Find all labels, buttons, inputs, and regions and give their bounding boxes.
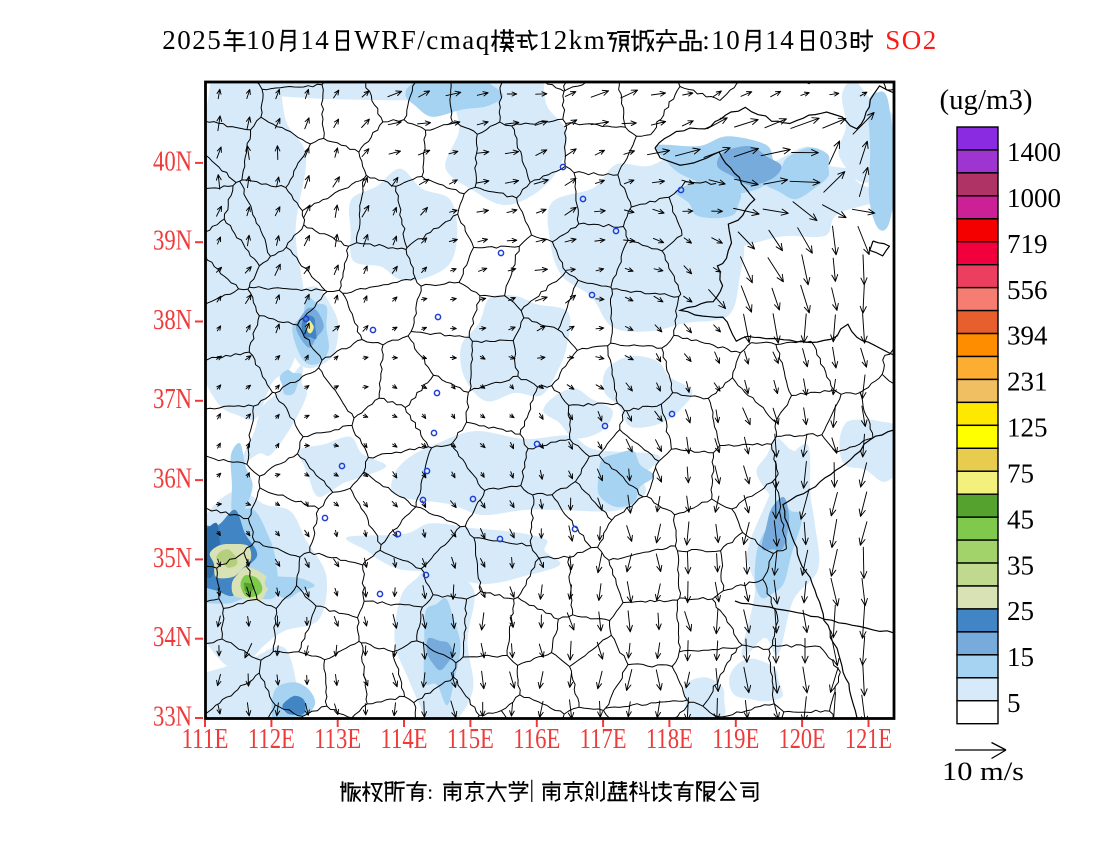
- svg-text:120E: 120E: [779, 724, 826, 755]
- svg-text:40N: 40N: [153, 146, 192, 177]
- svg-text:15: 15: [1007, 642, 1034, 672]
- svg-text:35N: 35N: [153, 543, 192, 574]
- svg-text:34N: 34N: [153, 622, 192, 653]
- svg-text:112E: 112E: [248, 724, 295, 755]
- svg-text:75: 75: [1007, 458, 1034, 488]
- svg-text:39N: 39N: [153, 226, 192, 257]
- svg-text:125: 125: [1007, 413, 1048, 443]
- svg-text:38N: 38N: [153, 305, 192, 336]
- svg-text:25: 25: [1007, 596, 1034, 626]
- svg-text:(ug/m3): (ug/m3): [940, 85, 1033, 116]
- svg-text:121E: 121E: [845, 724, 892, 755]
- svg-text:37N: 37N: [153, 384, 192, 415]
- svg-text:10 m/s: 10 m/s: [942, 757, 1024, 786]
- svg-text:231: 231: [1007, 367, 1048, 397]
- svg-text:119E: 119E: [712, 724, 759, 755]
- svg-text:114E: 114E: [381, 724, 428, 755]
- svg-text:719: 719: [1007, 229, 1048, 259]
- svg-text:118E: 118E: [646, 724, 693, 755]
- svg-text:45: 45: [1007, 504, 1034, 534]
- svg-text:117E: 117E: [580, 724, 627, 755]
- svg-text:1400: 1400: [1007, 137, 1061, 167]
- svg-text:5: 5: [1007, 688, 1021, 718]
- svg-text:115E: 115E: [447, 724, 494, 755]
- svg-text:116E: 116E: [513, 724, 560, 755]
- svg-text:36N: 36N: [153, 464, 192, 495]
- svg-text:33N: 33N: [153, 701, 192, 732]
- svg-text:1000: 1000: [1007, 183, 1061, 213]
- svg-text:113E: 113E: [314, 724, 361, 755]
- svg-text:111E: 111E: [182, 724, 229, 755]
- svg-text:35: 35: [1007, 550, 1034, 580]
- svg-text:556: 556: [1007, 275, 1048, 305]
- svg-text:394: 394: [1007, 321, 1048, 351]
